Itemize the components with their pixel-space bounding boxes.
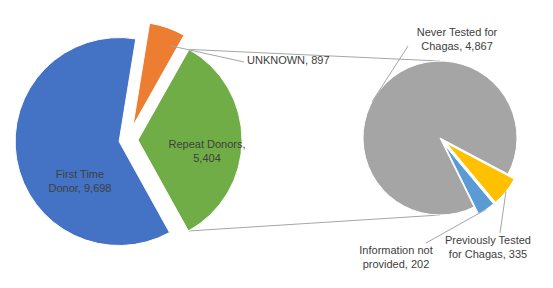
chart-svg: First Time Donor, 9,698 UNKNOWN, 897 Repeat… [0, 0, 553, 288]
data-label: Previously Tested for Chagas, 335 [445, 234, 531, 260]
label-line: provided, 202 [363, 258, 430, 270]
category-label: Chagas [421, 40, 459, 52]
slices [15, 23, 242, 245]
category-label: Previously Tested [445, 234, 531, 246]
category-label: UNKNOWN [247, 54, 305, 66]
pie-slice [363, 61, 517, 215]
data-label: First Time Donor, 9,698 [48, 168, 111, 194]
value-label: 4,867 [462, 40, 493, 52]
label-line: Never Tested for [417, 26, 498, 38]
chart-container: First Time Donor, 9,698 UNKNOWN, 897 Repeat… [0, 0, 553, 288]
category-label: Repeat Donors [168, 138, 242, 150]
category-label: First Time [56, 168, 104, 180]
label-line: for Chagas, 335 [449, 248, 527, 260]
leader-line [170, 46, 244, 62]
category-label: Information not [359, 244, 432, 256]
data-label: Information not provided, 202 [359, 244, 432, 270]
value-label: 5,404 [193, 152, 221, 164]
separator: , [242, 138, 245, 150]
leader-line [426, 209, 486, 243]
pie-0 [15, 23, 242, 245]
label-line: Donor, 9,698 [48, 182, 111, 194]
pie-slice [444, 145, 493, 214]
slices [363, 61, 517, 215]
label-line: Previously Tested [445, 234, 531, 246]
pie-slice [138, 49, 242, 231]
label-line: First Time [56, 168, 104, 180]
value-label: 202 [408, 258, 429, 270]
data-label: Repeat Donors, 5,404 [168, 138, 245, 164]
label-line: UNKNOWN, 897 [247, 54, 330, 66]
data-labels: Never Tested for Chagas, 4,867 Previously … [359, 26, 531, 270]
category-label: for Chagas [449, 248, 503, 260]
category-label: provided [363, 258, 405, 270]
label-line: Repeat Donors, [168, 138, 245, 150]
pie-1 [363, 61, 517, 215]
category-label: Donor [48, 182, 78, 194]
category-label: Never Tested for [417, 26, 498, 38]
value-label: 9,698 [81, 182, 112, 194]
leader-line [372, 46, 408, 102]
label-line: 5,404 [193, 152, 221, 164]
leader-line [500, 192, 506, 233]
data-label: Never Tested for Chagas, 4,867 [417, 26, 498, 52]
label-line: Information not [359, 244, 432, 256]
data-label: UNKNOWN, 897 [247, 54, 330, 66]
value-label: 897 [308, 54, 329, 66]
connector-line [188, 215, 440, 231]
label-line: Chagas, 4,867 [421, 40, 493, 52]
data-labels: First Time Donor, 9,698 UNKNOWN, 897 Repeat… [48, 46, 329, 194]
value-label: 335 [506, 248, 527, 260]
